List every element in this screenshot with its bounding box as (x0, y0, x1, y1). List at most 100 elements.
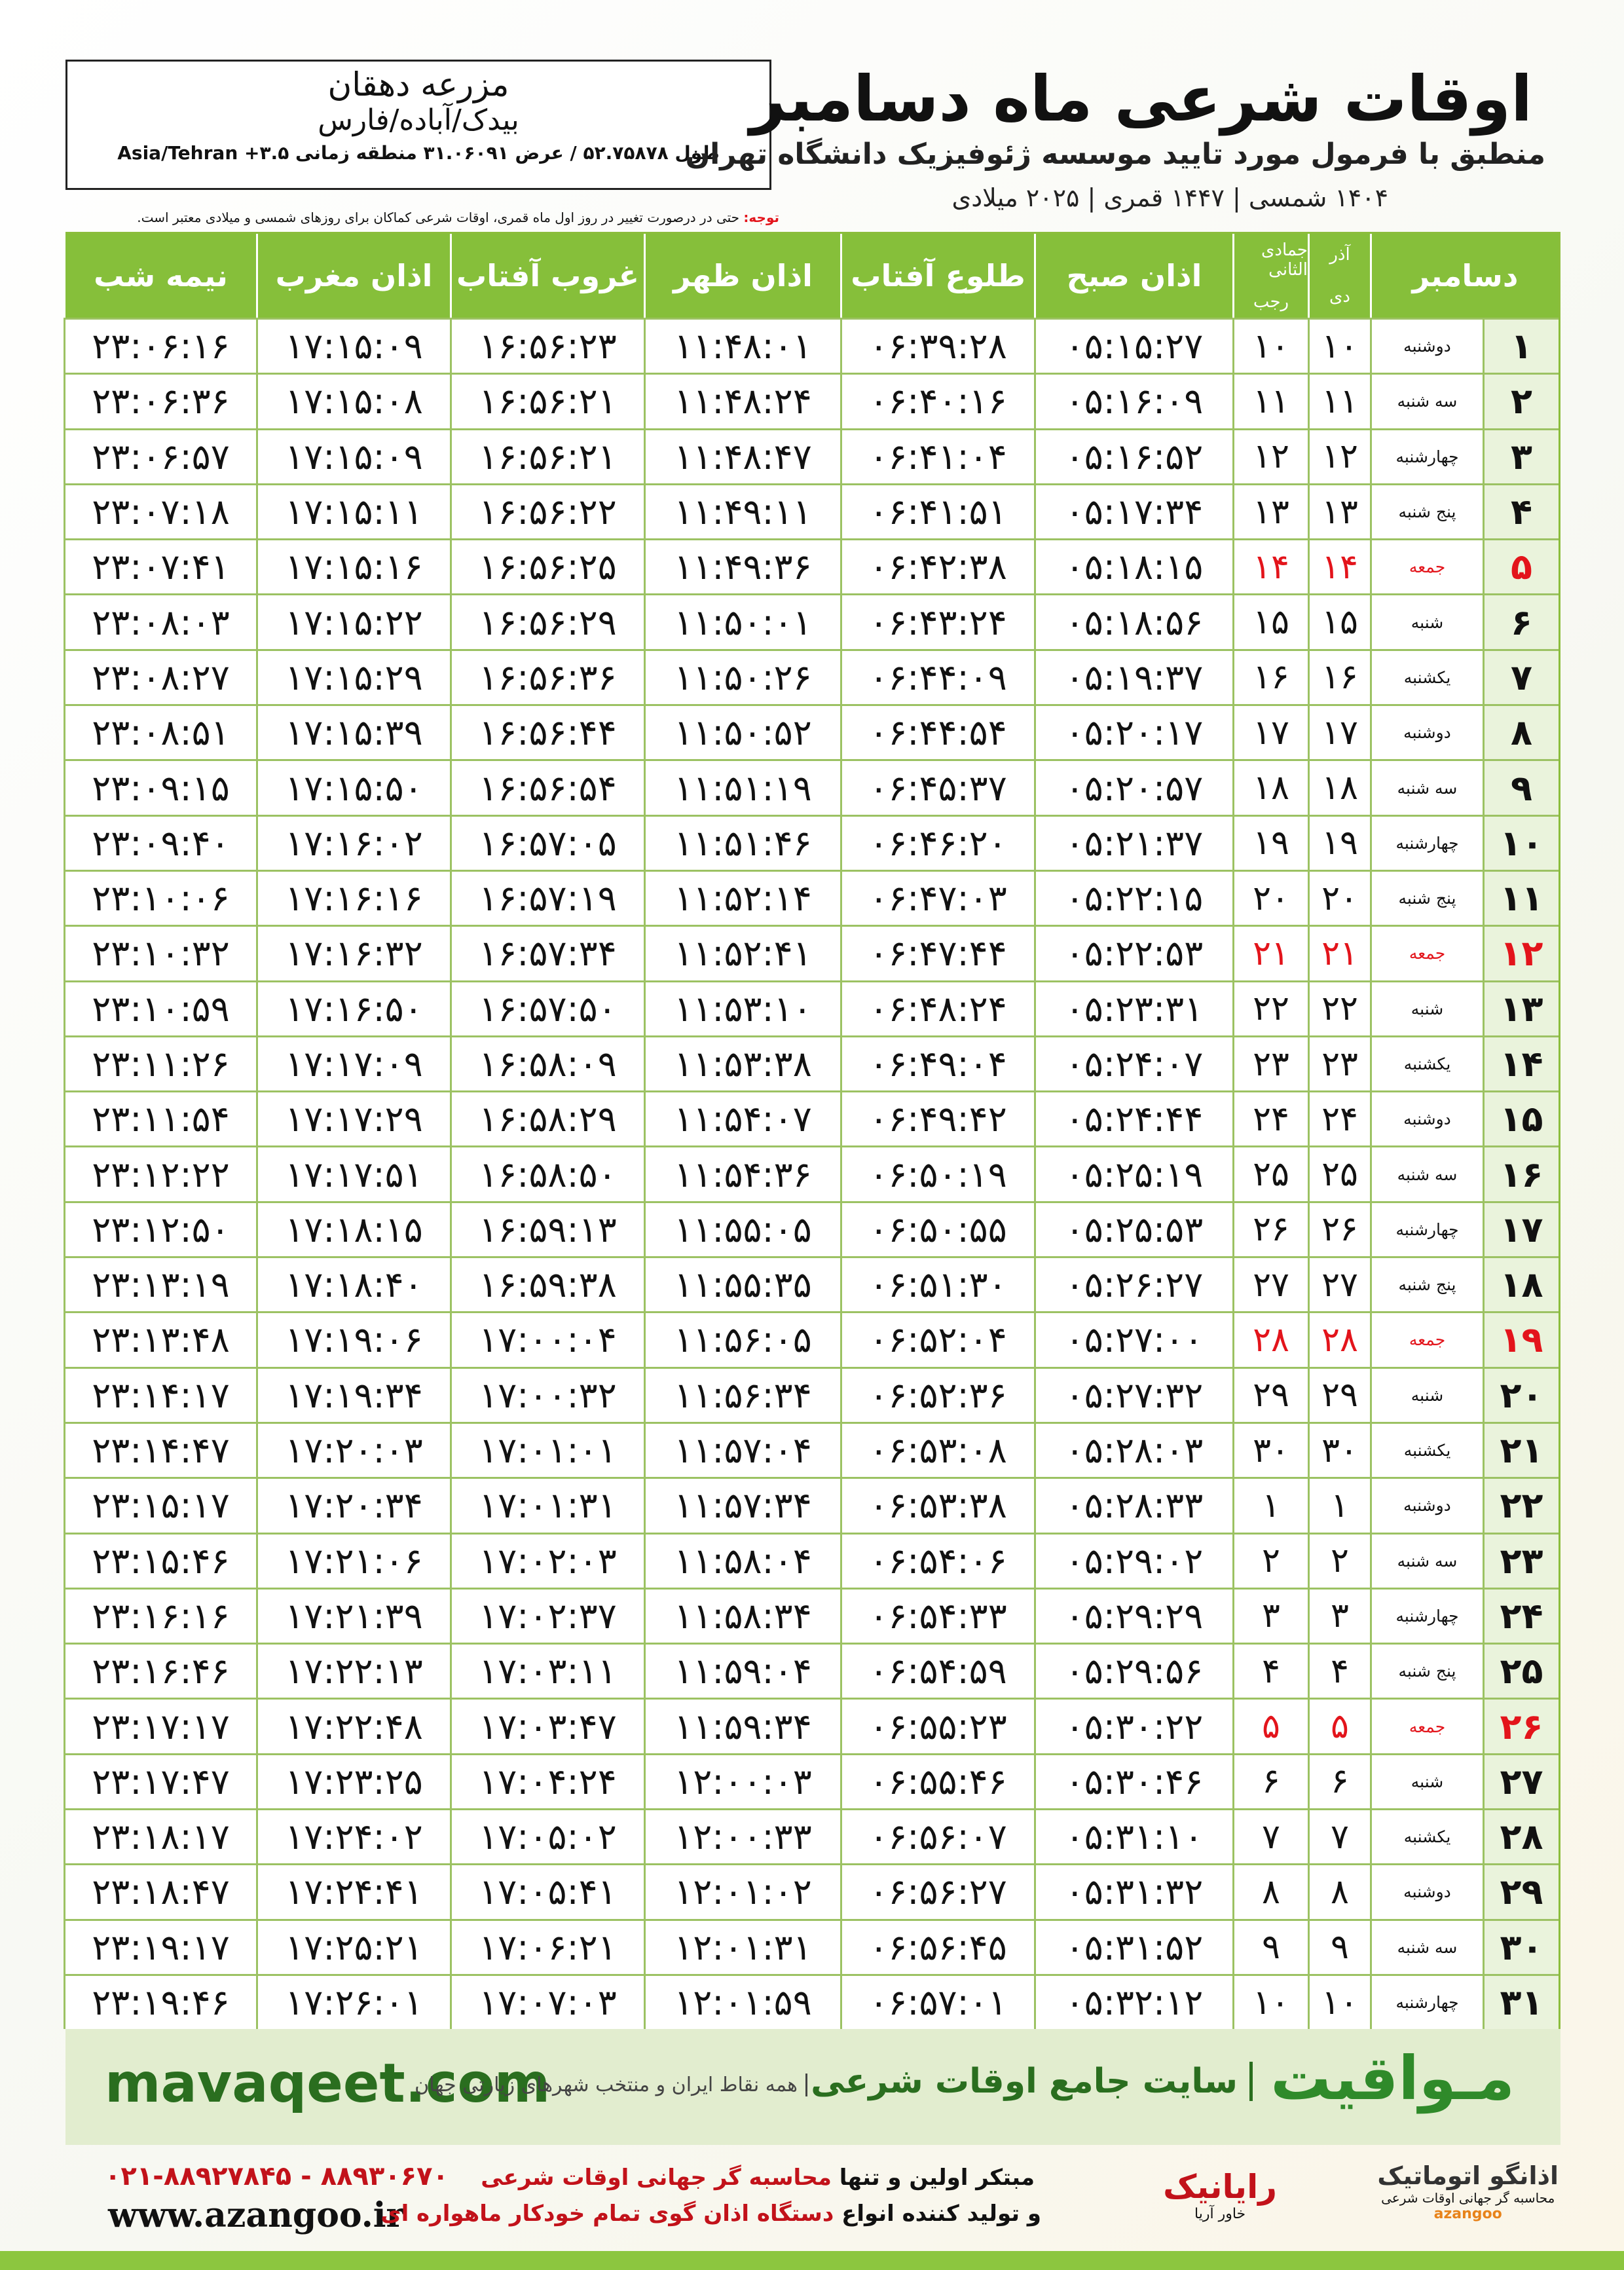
weekday: چهارشنبه (1370, 814, 1483, 870)
weekday: جمعه (1370, 925, 1483, 980)
date-cell: ۱۰ (1308, 318, 1370, 373)
time-cell: ۱۱:۵۷:۳۴ (644, 1477, 840, 1533)
date-cell: ۱۵ (1308, 593, 1370, 649)
time-cell: ۲۳:۰۸:۰۳ (64, 593, 256, 649)
day-number: ۱۹ (1483, 1311, 1559, 1367)
time-cell: ۰۵:۲۹:۲۹ (1034, 1587, 1232, 1643)
time-cell: ۲۳:۱۲:۲۲ (64, 1145, 256, 1201)
time-cell: ۲۳:۰۷:۱۸ (64, 483, 256, 539)
banner-subtag: همه نقاط ایران و منتخب شهرهای زیارتی جها… (415, 2074, 807, 2096)
time-cell: ۰۶:۴۵:۳۷ (840, 759, 1034, 815)
time-cell: ۱۱:۵۳:۳۸ (644, 1035, 840, 1091)
time-cell: ۲۳:۱۵:۱۷ (64, 1477, 256, 1533)
time-cell: ۲۳:۰۶:۱۶ (64, 318, 256, 373)
time-cell: ۱۶:۵۷:۳۴ (450, 925, 644, 980)
date-cell: ۲۷ (1232, 1256, 1308, 1312)
day-number: ۲۸ (1483, 1808, 1559, 1864)
time-cell: ۱۷:۰۳:۱۱ (450, 1643, 644, 1698)
weekday: چهارشنبه (1370, 1200, 1483, 1257)
time-cell: ۱۱:۵۰:۵۲ (644, 704, 840, 760)
time-cell: ۲۳:۰۶:۵۷ (64, 428, 256, 483)
time-cell: ۱۲:۰۰:۰۳ (644, 1753, 840, 1809)
time-cell: ۰۶:۵۰:۵۵ (840, 1200, 1034, 1257)
time-cell: ۰۶:۵۳:۰۸ (840, 1421, 1034, 1478)
time-cell: ۱۷:۰۰:۳۲ (450, 1366, 644, 1422)
weekday: سه شنبه (1370, 1918, 1483, 1974)
day-number: ۲۹ (1483, 1863, 1559, 1919)
time-cell: ۲۳:۱۱:۵۴ (64, 1090, 256, 1146)
time-cell: ۱۷:۰۵:۰۲ (450, 1808, 644, 1864)
time-cell: ۰۵:۳۰:۴۶ (1034, 1753, 1232, 1809)
time-cell: ۰۵:۲۰:۱۷ (1034, 704, 1232, 760)
weekday: دوشنبه (1370, 1863, 1483, 1919)
weekday: شنبه (1370, 1753, 1483, 1809)
footer-text: و تولید کننده انواع (841, 2201, 1041, 2227)
time-cell: ۲۳:۱۰:۵۹ (64, 980, 256, 1035)
time-cell: ۱۱:۴۸:۰۱ (644, 318, 840, 373)
day-number: ۱۸ (1483, 1256, 1559, 1312)
day-number: ۱۷ (1483, 1200, 1559, 1257)
time-cell: ۱۷:۰۱:۰۱ (450, 1421, 644, 1478)
time-cell: ۱۶:۵۶:۵۴ (450, 759, 644, 815)
weekday: جمعه (1370, 538, 1483, 594)
time-cell: ۱۶:۵۹:۱۳ (450, 1200, 644, 1257)
day-number: ۱۴ (1483, 1035, 1559, 1091)
time-cell: ۰۵:۲۲:۱۵ (1034, 869, 1232, 925)
weekday: دوشنبه (1370, 318, 1483, 373)
date-cell: ۷ (1308, 1808, 1370, 1864)
weekday: چهارشنبه (1370, 1973, 1483, 2030)
time-cell: ۱۶:۵۷:۱۹ (450, 869, 644, 925)
time-cell: ۰۵:۱۷:۳۴ (1034, 483, 1232, 539)
weekday: یکشنبه (1370, 1421, 1483, 1478)
date-cell: ۸ (1232, 1863, 1308, 1919)
weekday: پنج شنبه (1370, 1256, 1483, 1312)
header-cell: اذان صبح (1034, 234, 1232, 318)
time-cell: ۱۶:۵۷:۵۰ (450, 980, 644, 1035)
time-cell: ۰۵:۲۷:۰۰ (1034, 1311, 1232, 1367)
time-cell: ۰۶:۵۴:۵۹ (840, 1643, 1034, 1698)
weekday: سه شنبه (1370, 759, 1483, 815)
date-cell: ۲۰ (1308, 869, 1370, 925)
time-cell: ۰۶:۵۳:۳۸ (840, 1477, 1034, 1533)
time-cell: ۲۳:۱۷:۱۷ (64, 1698, 256, 1753)
date-cell: ۶ (1308, 1753, 1370, 1809)
date-cell: ۲۶ (1232, 1200, 1308, 1257)
time-cell: ۱۷:۱۶:۳۲ (256, 925, 450, 980)
date-cell: ۳ (1232, 1587, 1308, 1643)
day-number: ۲۵ (1483, 1643, 1559, 1698)
day-number: ۲ (1483, 373, 1559, 428)
date-cell: ۱۸ (1232, 759, 1308, 815)
time-cell: ۱۱:۵۱:۴۶ (644, 814, 840, 870)
time-cell: ۰۵:۲۰:۵۷ (1034, 759, 1232, 815)
time-cell: ۲۳:۱۶:۴۶ (64, 1643, 256, 1698)
time-cell: ۰۶:۴۲:۳۸ (840, 538, 1034, 594)
weekday: یکشنبه (1370, 1808, 1483, 1864)
date-cell: ۲۶ (1308, 1200, 1370, 1257)
time-cell: ۱۷:۱۵:۰۸ (256, 373, 450, 428)
day-number: ۷ (1483, 648, 1559, 705)
time-cell: ۱۶:۵۹:۳۸ (450, 1256, 644, 1312)
time-cell: ۰۶:۴۳:۲۴ (840, 593, 1034, 649)
time-cell: ۲۳:۱۰:۳۲ (64, 925, 256, 980)
time-cell: ۰۵:۱۸:۵۶ (1034, 593, 1232, 649)
footer-line2: و تولید کننده انواع دستگاه اذان گوی تمام… (380, 2201, 1041, 2227)
weekday: سه شنبه (1370, 373, 1483, 428)
date-cell: ۸ (1308, 1863, 1370, 1919)
time-cell: ۰۵:۲۸:۰۳ (1034, 1421, 1232, 1478)
day-number: ۱۶ (1483, 1145, 1559, 1201)
time-cell: ۲۳:۰۸:۵۱ (64, 704, 256, 760)
time-cell: ۱۶:۵۶:۳۶ (450, 648, 644, 705)
time-cell: ۰۶:۵۵:۲۳ (840, 1698, 1034, 1753)
time-cell: ۱۷:۱۷:۵۱ (256, 1145, 450, 1201)
time-cell: ۰۵:۱۵:۲۷ (1034, 318, 1232, 373)
day-number: ۲۷ (1483, 1753, 1559, 1809)
weekday: پنج شنبه (1370, 869, 1483, 925)
footer-text: مبتکر اولین و تنها (839, 2165, 1035, 2191)
date-cell: ۷ (1232, 1808, 1308, 1864)
time-cell: ۲۳:۱۷:۴۷ (64, 1753, 256, 1809)
location-name: مزرعه دهقان (327, 65, 509, 103)
day-number: ۱ (1483, 318, 1559, 373)
weekday: چهارشنبه (1370, 1587, 1483, 1643)
time-cell: ۰۵:۲۲:۵۳ (1034, 925, 1232, 980)
